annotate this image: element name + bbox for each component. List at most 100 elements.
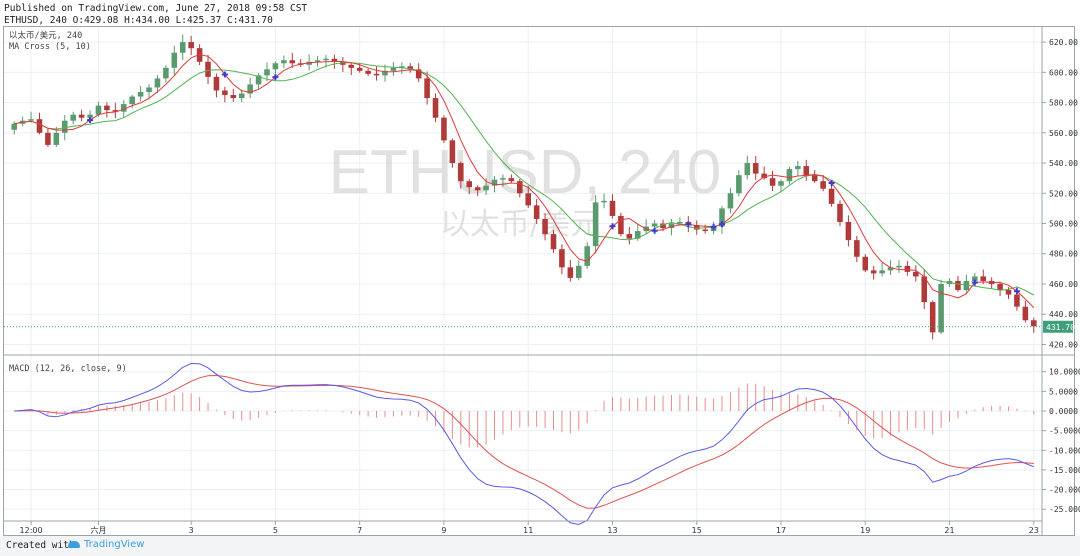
time-tick-label: 13 <box>607 526 617 535</box>
candle-body <box>491 179 498 186</box>
price-tick-label: 460.00 <box>1049 280 1078 289</box>
price-tick-label: 440.00 <box>1049 310 1078 319</box>
candle-body <box>559 249 565 268</box>
candle-body <box>1005 290 1012 295</box>
candle-body <box>163 67 169 79</box>
candle-body <box>78 114 85 118</box>
macd-tick-label: -25.0000 <box>1049 505 1080 514</box>
price-tick-label: 500.00 <box>1049 220 1078 229</box>
tradingview-brand[interactable]: TradingView <box>68 539 144 550</box>
candle-body <box>550 234 557 250</box>
candle-body <box>449 140 456 164</box>
ma-cross-marker <box>87 117 94 124</box>
candle-body <box>222 90 228 96</box>
candle-body <box>500 178 506 180</box>
ma-cross-marker <box>685 221 692 228</box>
candle-body <box>458 163 464 182</box>
ma-cross-marker <box>221 71 228 78</box>
candle-body <box>87 114 93 118</box>
ma-cross-marker <box>272 74 279 81</box>
candle-body <box>542 218 548 235</box>
candle-body <box>921 276 928 303</box>
candle-body <box>525 193 531 206</box>
ma-legend: MA Cross (5, 10) <box>9 42 91 52</box>
macd-tick-label: -15.0000 <box>1049 466 1080 475</box>
candle-body <box>896 265 902 268</box>
candle-body <box>424 78 430 99</box>
candle-body <box>483 185 489 191</box>
candle-body <box>879 270 885 274</box>
candle-body <box>45 132 51 145</box>
candle-body <box>314 60 321 62</box>
ma-cross-marker <box>971 279 978 286</box>
candle-body <box>677 222 683 224</box>
candle-body <box>778 181 784 186</box>
candle-body <box>820 181 826 189</box>
candles <box>11 34 1037 340</box>
candle-body <box>466 181 473 188</box>
time-tick-label: 17 <box>776 526 786 535</box>
price-tick-label: 540.00 <box>1049 159 1078 168</box>
candle-body <box>533 205 540 219</box>
price-tick-label: 520.00 <box>1049 189 1078 198</box>
ma-cross-marker <box>651 227 658 234</box>
macd-tick-label: 0.0000 <box>1049 407 1078 416</box>
candle-body <box>811 175 818 182</box>
candle-body <box>626 234 633 239</box>
ma-cross-marker <box>710 223 717 230</box>
time-tick-label: 六月 <box>90 525 106 535</box>
candle-body <box>137 92 144 97</box>
ma-cross-marker <box>1013 288 1020 295</box>
candle-body <box>584 246 590 266</box>
candle-body <box>146 87 152 92</box>
candle-body <box>247 84 253 94</box>
candle-body <box>913 271 919 277</box>
tradingview-logo-icon <box>68 540 80 548</box>
candle-body <box>609 200 616 216</box>
candle-body <box>618 215 624 235</box>
macd-legend: MACD (12, 26, close, 9) <box>9 364 127 374</box>
candle-body <box>727 193 734 209</box>
candle-body <box>205 61 211 77</box>
candle-body <box>348 64 355 68</box>
candle-body <box>179 42 186 53</box>
price-tick-label: 620.00 <box>1049 38 1078 47</box>
time-tick-label: 9 <box>441 526 446 535</box>
candle-body <box>854 240 860 257</box>
candle-body <box>997 283 1003 291</box>
candle-body <box>373 73 380 76</box>
candle-body <box>803 166 810 176</box>
candle-body <box>382 70 388 76</box>
candle-body <box>415 69 422 79</box>
candle-body <box>171 52 178 68</box>
candle-body <box>887 267 894 271</box>
candle-body <box>432 98 439 118</box>
footer: Created with TradingView <box>0 536 1080 556</box>
candle-body <box>904 265 911 272</box>
candle-body <box>870 270 877 274</box>
candle-body <box>112 110 119 112</box>
price-tick-label: 560.00 <box>1049 129 1078 138</box>
ma-cross-marker <box>609 223 616 230</box>
signal-line <box>14 374 1034 509</box>
candle-body <box>255 75 262 85</box>
time-tick-label: 3 <box>189 526 194 535</box>
candle-body <box>955 280 961 291</box>
time-tick-label: 11 <box>523 526 533 535</box>
ma-cross-marker <box>719 221 726 228</box>
candle-body <box>289 60 296 64</box>
ma-slow-line <box>14 62 1035 296</box>
candle-body <box>744 163 751 176</box>
candle-body <box>508 178 515 182</box>
candle-body <box>407 66 414 70</box>
candle-body <box>601 200 607 203</box>
macd-tick-label: -5.0000 <box>1049 427 1080 436</box>
macd-line <box>14 362 1034 526</box>
candle-body <box>213 76 220 91</box>
candle-body <box>517 181 523 194</box>
time-tick-label: 5 <box>273 526 278 535</box>
price-legend: 以太币/美元, 240 <box>9 30 82 41</box>
macd-tick-label: 10.0000 <box>1049 368 1080 377</box>
candle-body <box>786 169 793 182</box>
candle-body <box>837 203 843 222</box>
